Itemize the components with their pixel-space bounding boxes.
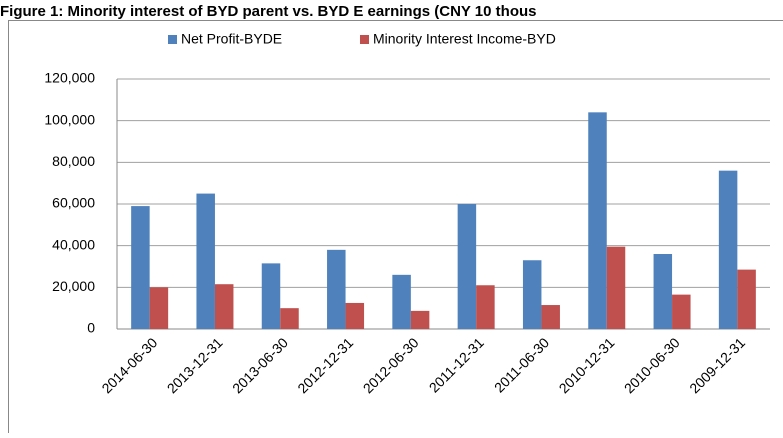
bar [672, 295, 691, 329]
bar [411, 311, 430, 329]
y-tick-label: 40,000 [52, 236, 95, 252]
bar [346, 303, 365, 329]
bar [541, 305, 560, 329]
bar [392, 275, 411, 329]
y-tick-label: 120,000 [44, 70, 95, 86]
legend-label: Net Profit-BYDE [181, 31, 282, 47]
bar [737, 270, 756, 329]
y-tick-label: 20,000 [52, 278, 95, 294]
bar [262, 263, 281, 329]
y-tick-label: 0 [87, 320, 95, 336]
bar [327, 250, 346, 329]
legend-swatch [360, 35, 369, 44]
bar [131, 206, 150, 329]
chart-title: Figure 1: Minority interest of BYD paren… [0, 3, 536, 20]
bar [607, 247, 626, 329]
y-tick-label: 100,000 [44, 111, 95, 127]
bar [215, 284, 234, 329]
bar [719, 171, 738, 329]
legend-swatch [168, 35, 177, 44]
bar [654, 254, 673, 329]
y-tick-label: 80,000 [52, 153, 95, 169]
y-tick-label: 60,000 [52, 195, 95, 211]
bar [196, 194, 215, 329]
bar [150, 287, 169, 329]
legend-label: Minority Interest Income-BYD [373, 31, 556, 47]
bar [280, 308, 299, 329]
bar [476, 285, 495, 329]
bar [588, 112, 607, 329]
bar [523, 260, 542, 329]
bar [458, 204, 477, 329]
